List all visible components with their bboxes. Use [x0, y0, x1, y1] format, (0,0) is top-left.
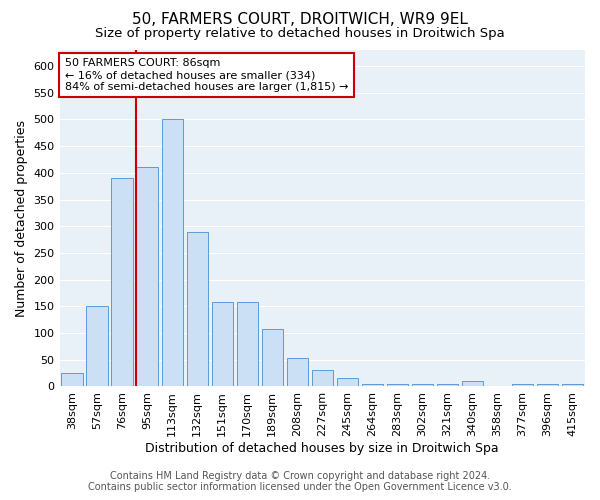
Bar	[287, 358, 308, 386]
Text: Contains HM Land Registry data © Crown copyright and database right 2024.
Contai: Contains HM Land Registry data © Crown c…	[88, 471, 512, 492]
Bar	[136, 168, 158, 386]
Text: Size of property relative to detached houses in Droitwich Spa: Size of property relative to detached ho…	[95, 28, 505, 40]
Bar	[61, 373, 83, 386]
Bar	[187, 232, 208, 386]
Bar	[512, 384, 533, 386]
Bar	[437, 384, 458, 386]
Bar	[337, 378, 358, 386]
Bar	[562, 384, 583, 386]
Y-axis label: Number of detached properties: Number of detached properties	[15, 120, 28, 316]
Text: 50, FARMERS COURT, DROITWICH, WR9 9EL: 50, FARMERS COURT, DROITWICH, WR9 9EL	[132, 12, 468, 28]
X-axis label: Distribution of detached houses by size in Droitwich Spa: Distribution of detached houses by size …	[145, 442, 499, 455]
Bar	[112, 178, 133, 386]
Bar	[387, 384, 408, 386]
Bar	[462, 381, 483, 386]
Bar	[86, 306, 108, 386]
Bar	[212, 302, 233, 386]
Text: 50 FARMERS COURT: 86sqm
← 16% of detached houses are smaller (334)
84% of semi-d: 50 FARMERS COURT: 86sqm ← 16% of detache…	[65, 58, 348, 92]
Bar	[236, 302, 258, 386]
Bar	[161, 120, 183, 386]
Bar	[412, 384, 433, 386]
Bar	[311, 370, 333, 386]
Bar	[362, 384, 383, 386]
Bar	[537, 384, 558, 386]
Bar	[262, 329, 283, 386]
